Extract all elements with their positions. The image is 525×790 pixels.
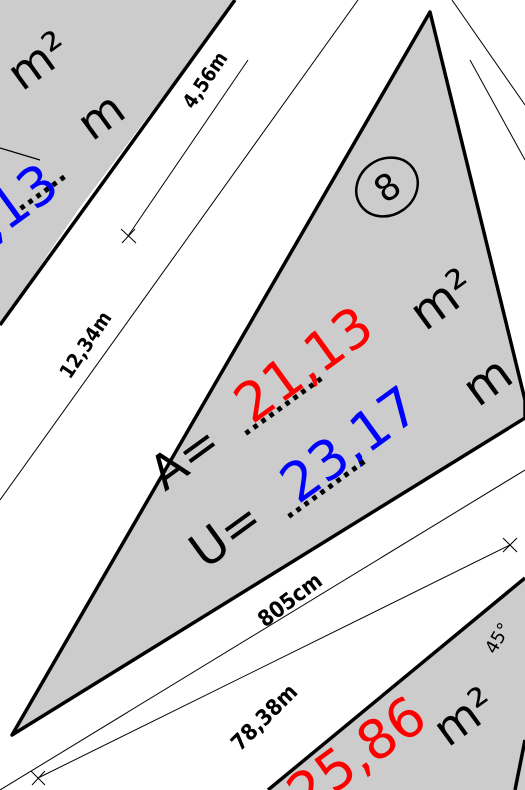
upper-left-divider bbox=[0, 147, 41, 161]
lower-right-plot-edge-2 bbox=[513, 739, 525, 790]
upper-left-plot bbox=[0, 0, 235, 325]
lower-right-plot-edge bbox=[266, 576, 525, 790]
dim-width-lower: 78,38m bbox=[227, 680, 304, 757]
plot-8 bbox=[10, 10, 525, 737]
road-line-1 bbox=[0, 0, 359, 501]
dim-width-road: 12,34m bbox=[54, 307, 116, 383]
dimension-lower bbox=[30, 537, 518, 786]
dimension-upper bbox=[120, 59, 249, 244]
right-upper-line bbox=[451, 0, 525, 106]
upper-left-plot-edge bbox=[0, 0, 237, 327]
right-upper-line-2 bbox=[469, 59, 525, 161]
lower-line-1 bbox=[0, 469, 525, 790]
